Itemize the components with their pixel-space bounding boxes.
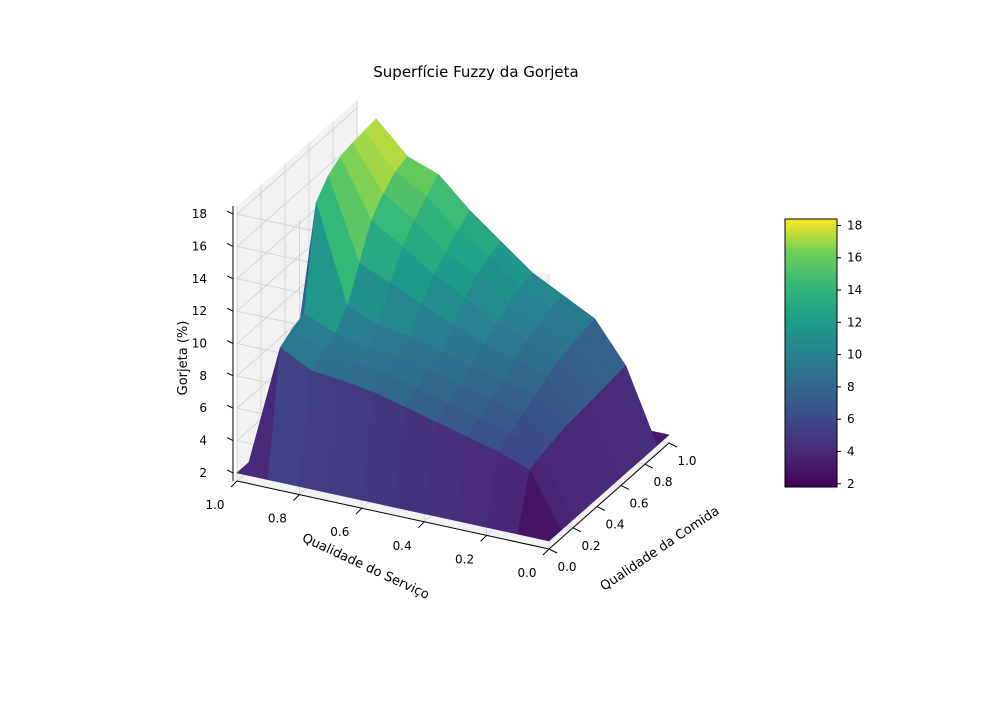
x-tick <box>572 527 582 533</box>
colorbar-gradient <box>784 218 838 488</box>
x-tick <box>596 506 606 512</box>
x-tick <box>620 484 630 490</box>
z-tick-label: 2 <box>199 466 207 480</box>
z-tick-label: 18 <box>192 207 207 221</box>
z-tick-label: 10 <box>192 337 207 351</box>
x-tick <box>668 442 678 448</box>
colorbar-tick-label: 2 <box>847 477 855 491</box>
z-tick <box>226 210 234 215</box>
y-tick-label: 0.4 <box>393 539 412 553</box>
z-tick <box>226 340 234 344</box>
z-tick-label: 6 <box>199 401 207 415</box>
z-tick-label: 14 <box>192 272 207 286</box>
z-tick <box>226 275 234 280</box>
x-tick <box>548 548 558 554</box>
x-axis-line <box>548 442 670 550</box>
z-tick <box>226 307 234 312</box>
surface <box>236 118 670 542</box>
z-tick-label: 16 <box>192 239 207 253</box>
y-tick <box>230 480 238 488</box>
y-tick <box>293 494 300 501</box>
colorbar-tick-label: 4 <box>847 444 855 458</box>
y-tick <box>480 535 487 542</box>
z-tick <box>226 469 234 474</box>
z-tick-label: 12 <box>192 304 207 318</box>
y-tick <box>542 548 550 556</box>
y-tick-label: 0.0 <box>517 566 536 580</box>
surface-patch <box>517 469 562 542</box>
x-tick <box>644 463 654 469</box>
y-tick-label: 0.6 <box>330 525 349 539</box>
colorbar-tick-label: 18 <box>847 218 862 232</box>
y-axis-line <box>236 480 550 550</box>
z-tick <box>226 242 234 247</box>
axes: 0.0 0.2 0.4 0.6 0.8 1.0 0.0 0.2 0.4 0.6 0.8 1.0 2 4 6 8… <box>192 100 697 580</box>
y-tick <box>355 507 363 515</box>
colorbar-tick-label: 12 <box>847 315 862 329</box>
z-axis-label: Gorjeta (%) <box>176 321 191 396</box>
z-tick <box>226 404 234 409</box>
colorbar-tick-label: 10 <box>847 348 862 362</box>
x-tick-label: 0.2 <box>581 539 600 553</box>
y-tick-label: 1.0 <box>205 498 224 512</box>
y-tick-label: 0.2 <box>455 552 474 566</box>
colorbar: 2 4 6 8 10 12 14 16 18 <box>784 218 862 491</box>
colorbar-tick-label: 14 <box>847 283 862 297</box>
colorbar-tick-label: 16 <box>847 251 862 265</box>
colorbar-tick-label: 6 <box>847 412 855 426</box>
x-tick-label: 0.0 <box>557 560 576 574</box>
z-tick <box>226 372 234 377</box>
y-tick-label: 0.8 <box>268 512 287 526</box>
y-tick <box>417 521 425 529</box>
chart-title: Superfície Fuzzy da Gorjeta <box>373 63 578 81</box>
x-tick-label: 1.0 <box>677 454 696 468</box>
z-tick-label: 8 <box>199 369 207 383</box>
colorbar-tick-label: 8 <box>847 380 855 394</box>
x-tick-label: 0.6 <box>629 496 648 510</box>
x-tick-label: 0.4 <box>605 518 624 532</box>
x-tick-label: 0.8 <box>653 475 672 489</box>
z-tick <box>226 437 234 442</box>
z-tick-label: 4 <box>199 434 207 448</box>
